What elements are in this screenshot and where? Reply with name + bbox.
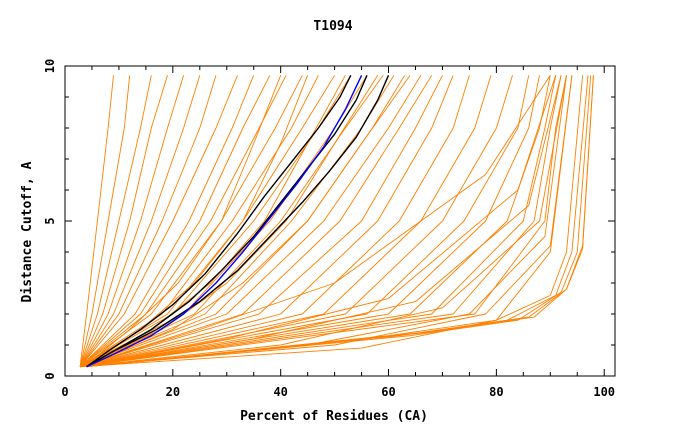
series-line-model xyxy=(79,75,433,368)
y-tick-label: 10 xyxy=(43,59,57,73)
series-line-model xyxy=(86,75,594,368)
series-line-model xyxy=(80,75,562,368)
series-line-model xyxy=(80,75,567,368)
series-line-model xyxy=(80,75,551,368)
series-line-model xyxy=(79,75,217,367)
x-tick-label: 80 xyxy=(489,385,503,399)
x-axis-label: Percent of Residues (CA) xyxy=(240,409,428,424)
series-line-model xyxy=(79,75,114,367)
series-line-model xyxy=(79,75,271,368)
x-tick-label: 20 xyxy=(166,385,180,399)
series-line-model xyxy=(79,75,201,367)
series-line-model xyxy=(83,75,411,368)
series-line-model xyxy=(80,75,562,368)
series-line-model xyxy=(79,75,255,368)
series-line-model xyxy=(83,75,282,368)
series-line-model xyxy=(79,75,454,368)
series-line-model xyxy=(79,75,168,367)
chart-title: T1094 xyxy=(313,19,352,34)
x-tick-label: 100 xyxy=(593,385,615,399)
series-line-model xyxy=(79,75,395,368)
series-line-model xyxy=(79,75,551,368)
series-line-model xyxy=(79,75,185,367)
series-line-model xyxy=(79,75,152,367)
series-line-model xyxy=(79,75,287,368)
series-line-model xyxy=(79,75,422,368)
series-line-model xyxy=(79,75,303,368)
series-line-model xyxy=(79,75,238,367)
series-line-black xyxy=(86,75,368,368)
series-line-model xyxy=(79,75,319,368)
series-line-model xyxy=(79,75,443,368)
x-tick-label: 40 xyxy=(273,385,287,399)
series-line-model xyxy=(83,75,309,368)
y-tick-label: 5 xyxy=(43,217,57,224)
series-line-model xyxy=(86,75,592,368)
series-line-model xyxy=(80,75,557,368)
y-tick-label: 0 xyxy=(43,372,57,379)
series-line-model xyxy=(80,75,557,368)
series-line-model xyxy=(80,75,573,368)
x-tick-label: 0 xyxy=(61,385,68,399)
tick-layer: 0 20 40 60 80 100 0 5 10 xyxy=(43,59,615,399)
series-line-black xyxy=(86,75,390,368)
series-line-black xyxy=(86,74,352,368)
series-line-model xyxy=(80,75,567,368)
series-layer xyxy=(79,74,594,368)
series-line-model xyxy=(83,75,379,368)
y-axis-label: Distance Cutoff, A xyxy=(20,161,35,302)
series-line-model xyxy=(79,75,470,368)
series-line-model xyxy=(79,75,352,368)
x-tick-label: 60 xyxy=(381,385,395,399)
series-line-model xyxy=(79,75,131,367)
series-line-model xyxy=(80,75,530,368)
series-line-blue xyxy=(86,74,363,368)
